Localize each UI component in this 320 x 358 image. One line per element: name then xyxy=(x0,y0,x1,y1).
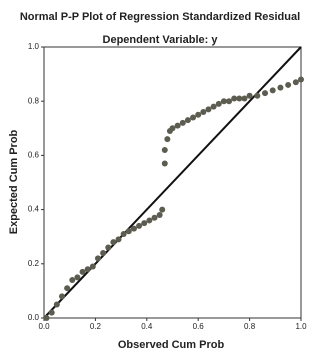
reference-line xyxy=(44,47,301,318)
point xyxy=(298,77,304,83)
point xyxy=(141,220,147,226)
point xyxy=(285,82,291,88)
point xyxy=(69,277,75,283)
point xyxy=(80,269,86,275)
point xyxy=(190,114,196,120)
point xyxy=(162,161,168,167)
point xyxy=(74,274,80,280)
point xyxy=(162,147,168,153)
point xyxy=(64,285,70,291)
x-tick-label: 0.4 xyxy=(141,322,153,331)
point xyxy=(116,236,122,242)
point xyxy=(277,85,283,91)
point xyxy=(95,255,101,261)
point xyxy=(226,98,232,104)
point xyxy=(110,239,116,245)
chart-subtitle: Dependent Variable: y xyxy=(103,34,219,46)
point xyxy=(236,95,242,101)
point xyxy=(152,215,158,221)
point xyxy=(270,87,276,93)
x-tick-label: 0.0 xyxy=(38,322,50,331)
point xyxy=(231,95,237,101)
y-tick-label: 0.0 xyxy=(28,313,40,322)
chart-title: Normal P-P Plot of Regression Standardiz… xyxy=(20,11,300,23)
point xyxy=(216,101,222,107)
point xyxy=(180,120,186,126)
y-tick-label: 1.0 xyxy=(28,42,40,51)
point xyxy=(157,212,163,218)
x-tick-label: 0.2 xyxy=(90,322,102,331)
chart: Normal P-P Plot of Regression Standardiz… xyxy=(0,0,320,353)
point xyxy=(247,93,253,99)
point xyxy=(170,125,176,131)
point xyxy=(200,109,206,115)
point xyxy=(90,264,96,270)
point xyxy=(195,112,201,118)
point xyxy=(100,250,106,256)
point xyxy=(241,95,247,101)
point xyxy=(175,123,181,129)
x-tick-label: 0.8 xyxy=(244,322,256,331)
point xyxy=(254,93,260,99)
point xyxy=(49,310,55,316)
y-axis-label: Expected Cum Prob xyxy=(8,129,20,234)
y-tick-label: 0.6 xyxy=(28,151,40,160)
point xyxy=(164,136,170,142)
point xyxy=(54,301,60,307)
point xyxy=(146,217,152,223)
point xyxy=(121,231,127,237)
point xyxy=(221,98,227,104)
y-tick-label: 0.4 xyxy=(28,205,40,214)
y-tick-label: 0.8 xyxy=(28,96,40,105)
point xyxy=(44,315,50,321)
x-tick-label: 1.0 xyxy=(295,322,307,331)
y-tick-label: 0.2 xyxy=(28,259,40,268)
point xyxy=(211,104,217,110)
point xyxy=(185,117,191,123)
point xyxy=(59,293,65,299)
point xyxy=(136,223,142,229)
point xyxy=(159,207,165,213)
point xyxy=(85,266,91,272)
point xyxy=(105,245,111,251)
point xyxy=(131,226,137,232)
point xyxy=(293,79,299,85)
point xyxy=(126,228,132,234)
point xyxy=(205,106,211,112)
x-axis-label: Observed Cum Prob xyxy=(118,339,225,351)
x-tick-label: 0.6 xyxy=(193,322,205,331)
point xyxy=(262,90,268,96)
